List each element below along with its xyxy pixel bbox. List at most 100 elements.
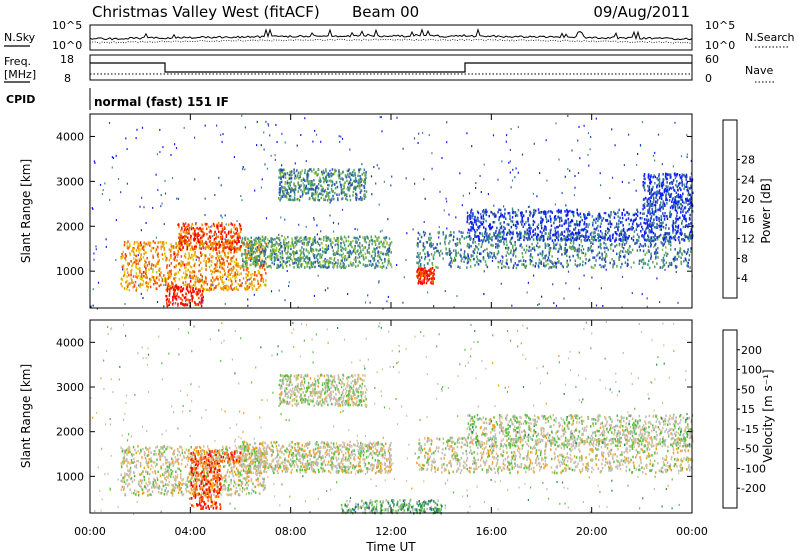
echo-cell — [202, 275, 204, 278]
echo-cell — [429, 278, 431, 281]
echo-cell — [475, 221, 477, 224]
echo-cell — [285, 247, 287, 250]
echo-cell — [467, 258, 469, 261]
echo-cell — [278, 169, 280, 172]
echo-cell — [285, 238, 287, 241]
echo-cell — [522, 252, 524, 255]
echo-cell — [465, 257, 467, 260]
echo-cell — [232, 242, 234, 245]
echo-cell — [124, 257, 126, 260]
echo-cell — [579, 157, 580, 159]
echo-cell — [215, 237, 217, 240]
echo-cell — [497, 211, 499, 214]
echo-cell — [322, 194, 324, 197]
echo-cell — [282, 171, 284, 174]
echo-cell — [332, 181, 334, 184]
echo-cell — [149, 278, 151, 281]
echo-cell — [639, 263, 641, 266]
echo-cell — [501, 263, 503, 266]
echo-cell — [609, 197, 610, 199]
echo-cell — [533, 209, 535, 212]
echo-cell — [123, 251, 125, 254]
plot-title: Christmas Valley West (fitACF) — [92, 3, 320, 21]
echo-cell — [337, 259, 339, 262]
echo-cell — [626, 240, 628, 243]
echo-cell — [227, 285, 229, 288]
echo-cell — [233, 288, 235, 291]
echo-cell — [522, 256, 524, 259]
echo-cell — [234, 250, 236, 253]
echo-cell — [211, 279, 213, 282]
echo-cell — [550, 260, 552, 263]
echo-cell — [599, 264, 600, 266]
echo-cell — [597, 233, 599, 236]
echo-cell — [236, 269, 238, 272]
echo-cell — [295, 162, 296, 164]
echo-cell — [150, 286, 152, 289]
echo-cell — [450, 231, 452, 234]
echo-cell — [593, 219, 595, 222]
echo-cell — [155, 250, 157, 253]
echo-cell — [352, 171, 354, 174]
echo-cell — [560, 234, 562, 237]
echo-cell — [243, 166, 244, 168]
echo-cell — [562, 192, 563, 194]
echo-cell — [184, 255, 186, 258]
echo-cell — [289, 195, 291, 198]
echo-cell — [500, 232, 502, 235]
echo-cell — [354, 246, 356, 249]
echo-cell — [377, 255, 379, 258]
echo-cell — [340, 136, 341, 138]
echo-cell — [657, 252, 659, 255]
echo-cell — [579, 288, 580, 290]
echo-cell — [314, 236, 316, 239]
echo-cell — [152, 271, 154, 274]
echo-cell — [214, 268, 216, 271]
echo-cell — [345, 265, 347, 268]
echo-cell — [374, 259, 376, 262]
echo-cell — [159, 285, 161, 288]
echo-cell — [350, 172, 352, 175]
echo-cell — [265, 121, 266, 123]
echo-cell — [353, 191, 355, 194]
echo-cell — [208, 260, 210, 263]
echo-cell — [585, 232, 587, 235]
echo-cell — [269, 240, 271, 243]
echo-cell — [570, 238, 572, 241]
echo-cell — [506, 263, 508, 266]
echo-cell — [481, 243, 483, 246]
echo-cell — [608, 223, 610, 226]
echo-cell — [331, 257, 333, 260]
echo-cell — [644, 218, 646, 221]
echo-cell — [161, 194, 162, 196]
echo-cell — [290, 184, 292, 187]
echo-cell — [618, 223, 620, 226]
echo-cell — [639, 246, 641, 249]
echo-cell — [184, 229, 186, 232]
echo-cell — [316, 134, 317, 136]
echo-cell — [511, 186, 512, 188]
echo-cell — [689, 266, 691, 269]
echo-cell — [663, 259, 665, 262]
echo-cell — [192, 232, 194, 235]
echo-cell — [621, 233, 623, 236]
echo-cell — [313, 188, 315, 191]
echo-cell — [474, 216, 476, 219]
echo-cell — [432, 275, 434, 278]
echo-cell — [173, 253, 175, 256]
echo-cell — [185, 232, 187, 235]
echo-cell — [297, 240, 299, 243]
echo-cell — [225, 239, 227, 242]
echo-cell — [251, 237, 253, 240]
echo-cell — [129, 246, 131, 249]
echo-cell — [667, 240, 669, 243]
echo-cell — [182, 303, 184, 306]
echo-cell — [235, 280, 237, 283]
echo-cell — [318, 168, 320, 171]
echo-cell — [229, 248, 231, 251]
echo-cell — [306, 160, 307, 162]
echo-cell — [429, 233, 431, 236]
echo-cell — [282, 195, 284, 198]
echo-cell — [499, 229, 501, 232]
echo-cell — [506, 244, 508, 247]
